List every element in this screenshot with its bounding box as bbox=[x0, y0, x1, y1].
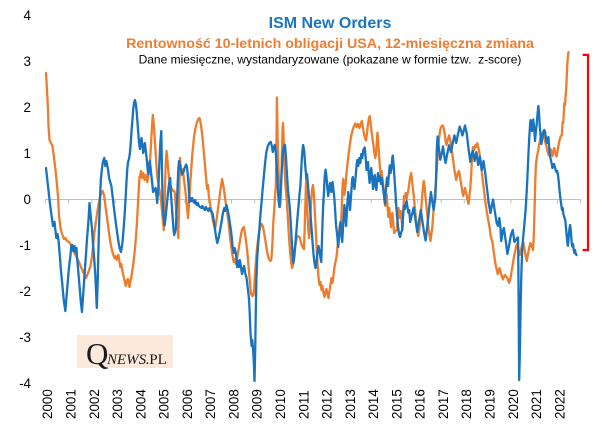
svg-text:-1: -1 bbox=[19, 238, 31, 253]
svg-text:2014: 2014 bbox=[366, 389, 381, 419]
svg-text:2010: 2010 bbox=[273, 389, 288, 419]
svg-text:2008: 2008 bbox=[226, 389, 241, 419]
svg-text:-4: -4 bbox=[19, 376, 31, 391]
svg-text:-3: -3 bbox=[19, 330, 31, 345]
svg-text:2002: 2002 bbox=[87, 389, 102, 419]
svg-text:NEWS: NEWS bbox=[106, 352, 147, 368]
svg-text:2001: 2001 bbox=[64, 389, 79, 419]
svg-text:2017: 2017 bbox=[436, 389, 451, 419]
svg-text:3: 3 bbox=[24, 54, 31, 69]
svg-text:2015: 2015 bbox=[389, 389, 404, 419]
svg-text:2018: 2018 bbox=[459, 389, 474, 419]
svg-text:Dane miesięczne, wystandaryzow: Dane miesięczne, wystandaryzowane (pokaz… bbox=[139, 53, 522, 67]
svg-text:2005: 2005 bbox=[157, 389, 172, 419]
svg-text:2007: 2007 bbox=[203, 389, 218, 419]
svg-text:2004: 2004 bbox=[133, 389, 148, 419]
svg-text:2006: 2006 bbox=[180, 389, 195, 419]
svg-text:2: 2 bbox=[24, 100, 31, 115]
svg-text:2000: 2000 bbox=[40, 389, 55, 419]
svg-text:2019: 2019 bbox=[483, 389, 498, 419]
svg-text:2012: 2012 bbox=[320, 389, 335, 419]
svg-text:.PL: .PL bbox=[146, 352, 167, 368]
svg-text:-2: -2 bbox=[19, 284, 31, 299]
svg-text:Rentowność 10-letnich obligacj: Rentowność 10-letnich obligacji USA, 12-… bbox=[126, 36, 535, 52]
svg-text:ISM New Orders: ISM New Orders bbox=[269, 15, 392, 32]
svg-text:2009: 2009 bbox=[250, 389, 265, 419]
svg-text:2021: 2021 bbox=[529, 389, 544, 419]
svg-text:Q: Q bbox=[86, 336, 108, 371]
svg-text:2020: 2020 bbox=[506, 389, 521, 419]
svg-text:2011: 2011 bbox=[296, 390, 311, 419]
svg-text:2022: 2022 bbox=[552, 389, 567, 419]
svg-text:2016: 2016 bbox=[413, 389, 428, 419]
svg-text:0: 0 bbox=[24, 192, 31, 207]
svg-text:4: 4 bbox=[24, 8, 32, 23]
svg-text:2013: 2013 bbox=[343, 389, 358, 419]
svg-text:1: 1 bbox=[24, 146, 31, 161]
svg-text:2003: 2003 bbox=[110, 389, 125, 419]
